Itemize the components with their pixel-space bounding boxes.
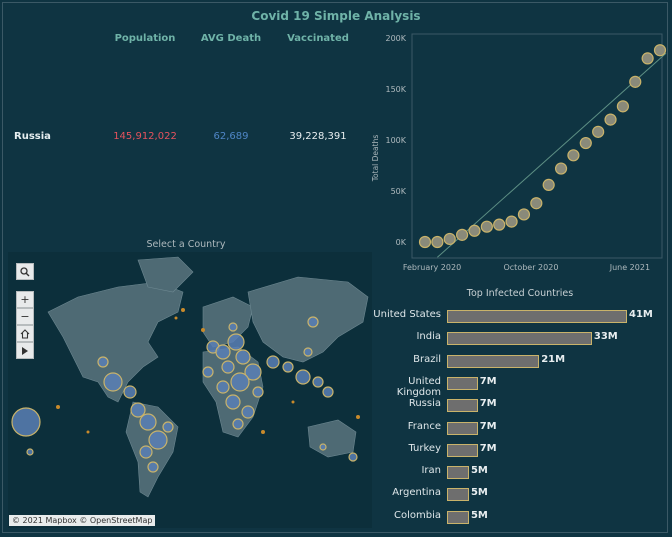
y-tick-label: 50K bbox=[391, 187, 407, 196]
map-search-button[interactable] bbox=[16, 263, 34, 280]
data-point[interactable] bbox=[653, 44, 667, 57]
bar[interactable] bbox=[447, 354, 540, 368]
bar-category-label: India bbox=[416, 331, 441, 343]
data-point[interactable] bbox=[554, 162, 568, 175]
bar-category-label: United Kingdom bbox=[396, 375, 441, 398]
continent-australia bbox=[307, 419, 357, 458]
zoom-out-button[interactable]: − bbox=[16, 308, 34, 325]
vaccinated-header: Vaccinated bbox=[287, 33, 349, 44]
bar-category-label: France bbox=[407, 420, 441, 432]
bar-category-label: Colombia bbox=[394, 509, 441, 521]
bar[interactable] bbox=[447, 421, 478, 435]
y-tick-label: 200K bbox=[385, 34, 406, 43]
data-point[interactable] bbox=[567, 149, 580, 162]
total-deaths-chart[interactable]: 0K 50K 100K 150K 200K Total Deaths February 20… bbox=[370, 28, 668, 278]
bar[interactable] bbox=[447, 399, 478, 413]
bar-category-label: Iran bbox=[421, 465, 441, 477]
bar-chart-title: Top Infected Countries bbox=[466, 288, 574, 299]
continent-greenland bbox=[137, 256, 194, 293]
y-tick-label: 150K bbox=[385, 85, 406, 94]
bar-value-label: 7M bbox=[479, 398, 497, 410]
dashboard-title: Covid 19 Simple Analysis bbox=[251, 9, 421, 23]
bar-category-label: Brazil bbox=[413, 353, 441, 365]
bar[interactable] bbox=[447, 443, 478, 457]
world-map-svg bbox=[11, 256, 369, 498]
bar-value-label: 5M bbox=[470, 509, 488, 521]
home-button[interactable] bbox=[16, 325, 34, 342]
x-tick-label: February 2020 bbox=[403, 263, 461, 272]
y-tick-label: 100K bbox=[385, 136, 406, 145]
bar-value-label: 5M bbox=[470, 487, 488, 499]
avg-death-header: AVG Death bbox=[200, 33, 262, 44]
bar-value-label: 33M bbox=[593, 331, 618, 343]
data-point[interactable] bbox=[616, 100, 629, 113]
bar[interactable] bbox=[447, 310, 627, 323]
dashboard-frame bbox=[2, 2, 668, 533]
data-point[interactable] bbox=[456, 228, 469, 241]
bar[interactable] bbox=[447, 510, 469, 524]
data-point[interactable] bbox=[579, 136, 592, 150]
data-point[interactable] bbox=[530, 197, 543, 210]
data-point[interactable] bbox=[480, 220, 493, 233]
world-map[interactable] bbox=[8, 252, 372, 528]
data-point[interactable] bbox=[641, 52, 654, 65]
map-bubbles bbox=[11, 316, 358, 473]
bar-value-label: 5M bbox=[470, 465, 488, 477]
population-value: 145,912,022 bbox=[113, 131, 177, 142]
y-axis-label: Total Deaths bbox=[371, 135, 380, 183]
bar-category-label: Argentina bbox=[392, 487, 441, 499]
bar[interactable] bbox=[447, 376, 478, 390]
continent-europe bbox=[202, 296, 254, 348]
trend-line bbox=[437, 52, 667, 258]
map-attribution[interactable]: © 2021 Mapbox © OpenStreetMap bbox=[9, 515, 156, 526]
selected-country: Russia bbox=[14, 131, 51, 142]
data-point[interactable] bbox=[592, 125, 605, 138]
x-tick-label: June 2021 bbox=[609, 263, 650, 272]
avg-death-value: 62,689 bbox=[213, 131, 249, 142]
pan-mode-button[interactable] bbox=[16, 342, 34, 359]
bar-value-label: 7M bbox=[479, 420, 497, 432]
data-point[interactable] bbox=[431, 235, 444, 249]
bar-category-label: United States bbox=[373, 309, 441, 320]
bar[interactable] bbox=[447, 332, 592, 346]
bar[interactable] bbox=[447, 466, 469, 480]
x-tick-label: October 2020 bbox=[503, 263, 558, 272]
data-point[interactable] bbox=[468, 224, 481, 237]
data-point[interactable] bbox=[604, 113, 617, 126]
data-point[interactable] bbox=[505, 215, 518, 228]
vaccinated-value: 39,228,391 bbox=[289, 131, 347, 142]
search-icon bbox=[20, 267, 30, 277]
home-icon bbox=[20, 329, 30, 339]
map-title: Select a Country bbox=[146, 239, 226, 250]
bar-category-label: Turkey bbox=[408, 442, 441, 454]
data-point[interactable] bbox=[443, 232, 456, 246]
data-point[interactable] bbox=[542, 178, 555, 191]
data-point[interactable] bbox=[493, 218, 506, 231]
y-tick-label: 0K bbox=[396, 238, 407, 247]
play-icon bbox=[22, 347, 28, 355]
bar[interactable] bbox=[447, 488, 469, 502]
data-point[interactable] bbox=[629, 75, 642, 88]
zoom-in-button[interactable]: + bbox=[16, 291, 34, 308]
bar-value-label: 7M bbox=[479, 375, 497, 387]
bar-value-label: 41M bbox=[629, 309, 653, 320]
data-point[interactable] bbox=[418, 235, 432, 249]
bar-value-label: 21M bbox=[541, 353, 566, 365]
bar-category-label: Russia bbox=[408, 398, 441, 410]
plot-area bbox=[411, 33, 663, 259]
data-point[interactable] bbox=[517, 208, 531, 221]
bar-value-label: 7M bbox=[479, 442, 497, 454]
population-header: Population bbox=[114, 33, 176, 44]
